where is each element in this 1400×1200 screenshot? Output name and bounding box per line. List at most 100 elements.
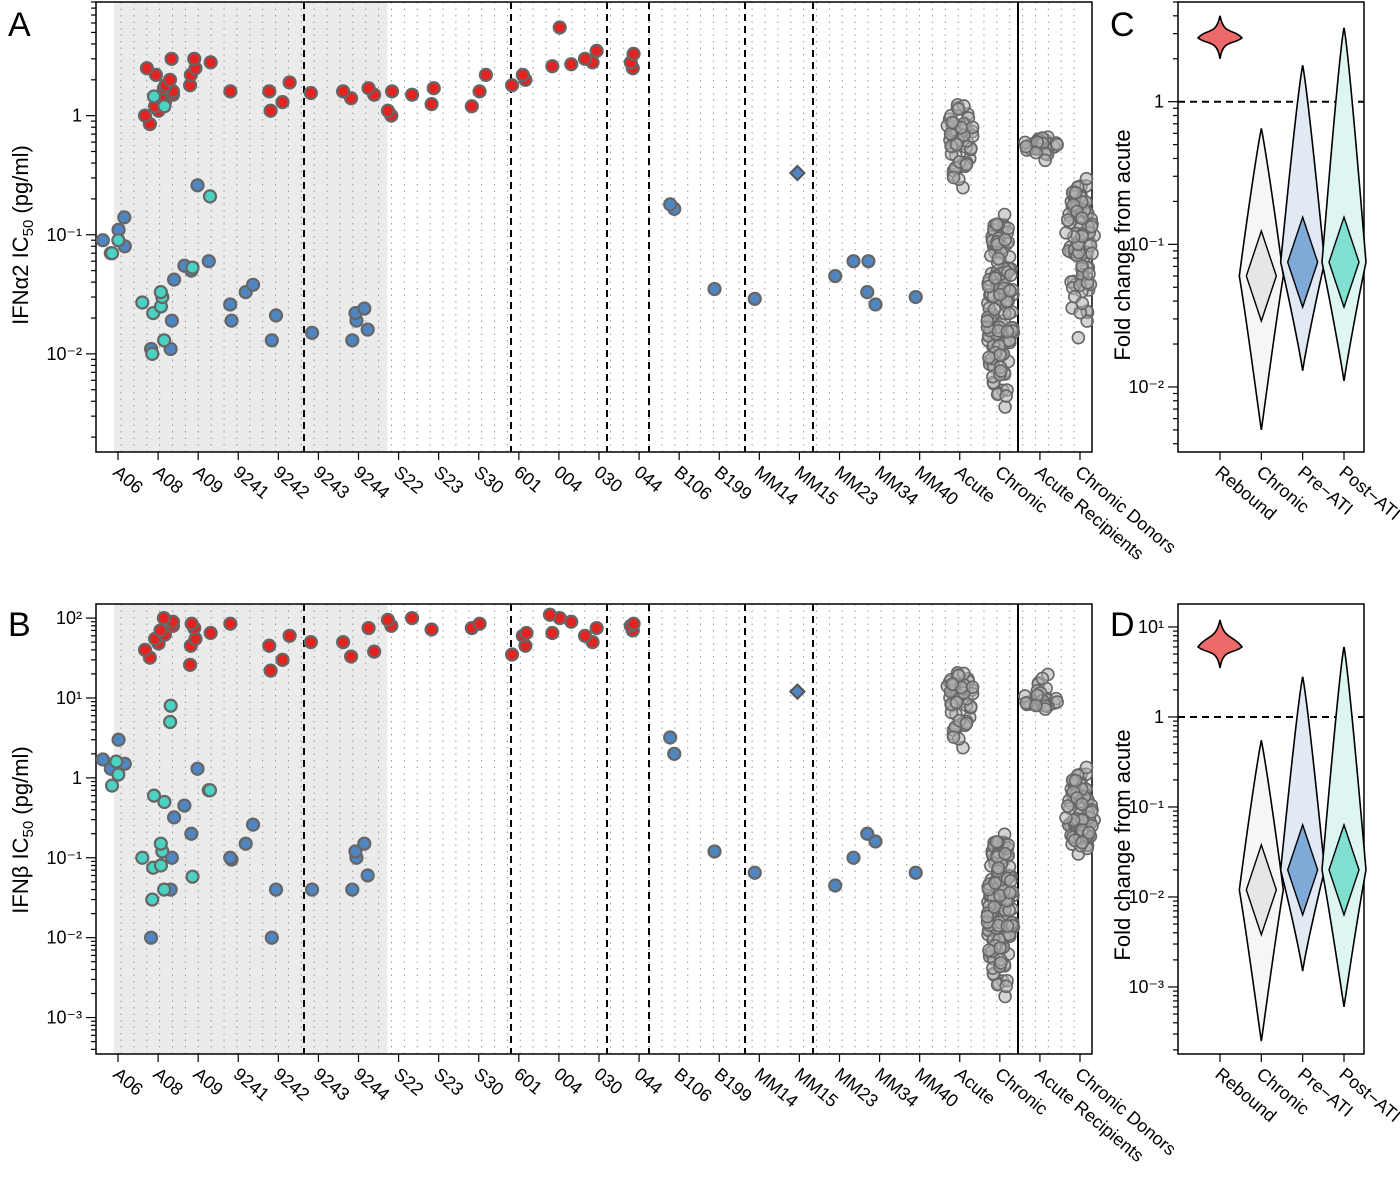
data-point xyxy=(95,233,111,248)
data-point-summary xyxy=(946,170,961,185)
x-tick-label: S30 xyxy=(470,462,507,498)
data-point xyxy=(504,78,520,93)
data-point-summary xyxy=(980,909,995,924)
data-point-summary xyxy=(1085,246,1099,261)
y-tick-label: 10⁻² xyxy=(46,344,82,364)
y-tick-label: 10⁻¹ xyxy=(1128,797,1164,817)
data-point xyxy=(187,51,202,66)
violin-inner xyxy=(1328,822,1360,918)
data-point xyxy=(202,783,218,798)
x-tick-label: 044 xyxy=(631,462,667,497)
x-tick-label: 9243 xyxy=(310,462,354,503)
data-point-summary xyxy=(1068,186,1083,200)
x-tick-label: MM23 xyxy=(831,1064,882,1111)
data-point-summary xyxy=(1061,213,1075,228)
data-point xyxy=(361,620,376,636)
data-point-summary xyxy=(993,941,1007,955)
data-point xyxy=(164,850,179,865)
y-tick-label: 10⁻² xyxy=(1128,887,1164,907)
x-tick-label: MM14 xyxy=(751,1064,802,1111)
data-point xyxy=(868,297,883,312)
panel-letter-b: B xyxy=(8,606,31,644)
data-point xyxy=(861,254,876,269)
data-point xyxy=(345,882,360,897)
x-tick-label: 601 xyxy=(510,462,546,497)
data-point xyxy=(185,869,200,884)
data-point-summary xyxy=(945,677,960,691)
x-tick-label: A09 xyxy=(190,462,227,498)
data-point xyxy=(184,616,199,631)
data-point-summary xyxy=(980,314,995,329)
data-point xyxy=(472,616,487,631)
plot-frame xyxy=(1177,603,1365,1055)
data-point xyxy=(828,268,843,284)
data-point xyxy=(263,663,278,678)
data-point xyxy=(177,798,192,813)
data-point xyxy=(163,714,178,730)
data-point xyxy=(166,810,182,825)
data-point xyxy=(426,81,441,96)
data-point xyxy=(223,84,238,99)
panel-c-ylabel: Fold change from acute xyxy=(1110,129,1135,360)
data-point-summary xyxy=(1000,919,1015,933)
x-tick-label: MM15 xyxy=(791,1064,842,1111)
data-point xyxy=(343,649,359,664)
data-point-summary xyxy=(1003,874,1018,888)
data-point xyxy=(185,260,200,275)
x-tick-label: 044 xyxy=(631,1064,667,1099)
x-tick-label: MM23 xyxy=(831,462,882,509)
data-point xyxy=(163,698,178,713)
y-tick-label: 10⁻² xyxy=(1128,377,1164,397)
data-point xyxy=(404,87,420,102)
y-tick-label: 10⁻¹ xyxy=(1128,234,1164,254)
data-point-summary xyxy=(994,956,1008,970)
data-point-summary xyxy=(965,120,980,135)
data-point xyxy=(223,850,238,865)
x-tick-label: Acute xyxy=(951,1064,999,1109)
data-point xyxy=(201,254,216,269)
data-point-summary xyxy=(1061,799,1075,813)
data-point-summary xyxy=(987,302,1002,317)
y-tick-label: 10¹ xyxy=(1138,617,1164,637)
data-point xyxy=(667,746,682,761)
data-point xyxy=(747,865,762,880)
x-tick-label: A06 xyxy=(109,1064,146,1100)
data-point xyxy=(157,882,172,897)
y-tick-label: 10⁻² xyxy=(46,928,82,948)
data-point xyxy=(464,99,479,114)
x-tick-label: A08 xyxy=(150,1064,187,1100)
data-point xyxy=(238,836,253,851)
data-point xyxy=(190,178,205,193)
violin-outer xyxy=(1321,27,1367,382)
data-point xyxy=(104,778,120,793)
data-point xyxy=(135,850,150,865)
data-point-diamond xyxy=(788,683,806,701)
data-point xyxy=(589,43,604,58)
data-point xyxy=(282,628,297,643)
x-tick-label: Acute xyxy=(951,462,999,507)
data-point xyxy=(908,289,923,305)
data-point xyxy=(184,826,199,841)
data-point xyxy=(626,616,641,631)
x-tick-label: B106 xyxy=(671,462,716,504)
data-point xyxy=(164,313,179,328)
y-tick-label: 1 xyxy=(72,106,82,126)
data-point xyxy=(135,295,150,310)
data-point xyxy=(268,308,284,323)
x-tick-label: A09 xyxy=(190,1064,227,1100)
x-tick-label: 601 xyxy=(510,1064,546,1099)
data-point-summary xyxy=(1003,885,1017,900)
x-tick-label: 9243 xyxy=(310,1064,354,1105)
violin-outer xyxy=(1196,15,1244,59)
data-point xyxy=(519,625,534,641)
data-point xyxy=(663,730,678,745)
data-point-summary xyxy=(999,389,1013,403)
data-point xyxy=(345,333,360,348)
data-point-summary xyxy=(989,217,1004,232)
data-point xyxy=(245,817,261,832)
violin-outer xyxy=(1196,619,1244,669)
data-point xyxy=(424,97,439,112)
data-point xyxy=(707,281,722,297)
plot-frame xyxy=(1177,1,1365,453)
data-point-summary xyxy=(1075,797,1089,812)
